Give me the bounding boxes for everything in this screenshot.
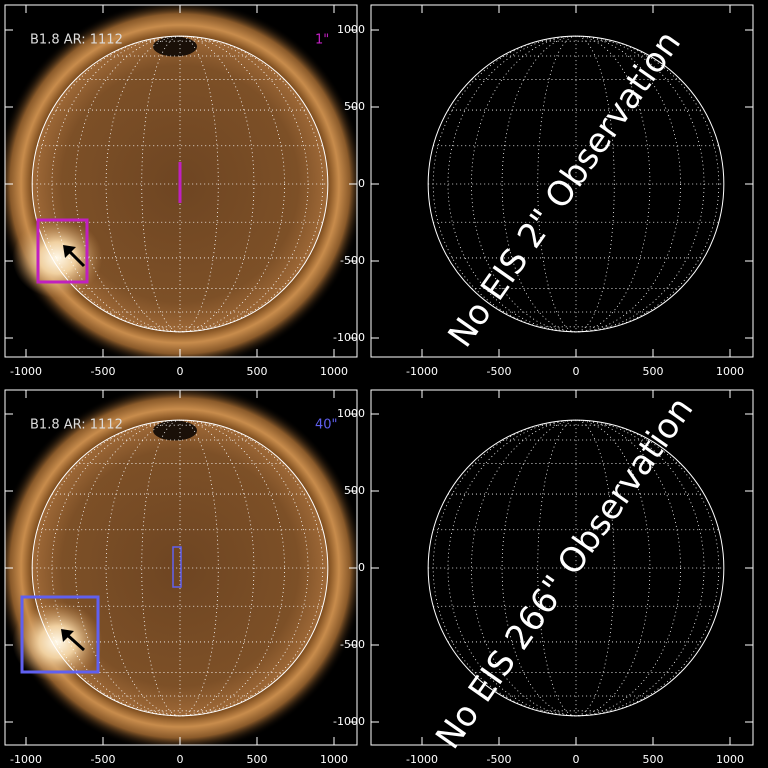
longitude-line (75, 35, 285, 333)
x-tick-label: -500 (487, 365, 512, 378)
panel (427, 35, 725, 333)
x-tick-label: -1000 (406, 753, 438, 766)
slit (172, 546, 182, 588)
x-tick-label: -1000 (10, 753, 42, 766)
raster-box (36, 218, 89, 284)
frame (4, 4, 358, 358)
longitude-line (75, 419, 285, 717)
longitude-line (471, 419, 681, 717)
flare-label: B1.8 AR: 1112 (30, 33, 123, 48)
y-tick-label: 1000 (337, 407, 365, 420)
panel (427, 419, 725, 717)
x-tick-label: 1000 (320, 365, 348, 378)
flare-label: B1.8 AR: 1112 (30, 418, 123, 433)
frame (370, 4, 754, 358)
x-tick-label: 500 (247, 753, 268, 766)
y-tick-label: -500 (340, 254, 365, 267)
y-tick-label: 0 (358, 561, 365, 574)
y-tick-label: 1000 (337, 23, 365, 36)
x-tick-label: -500 (91, 365, 116, 378)
step-label: 1" (315, 33, 329, 48)
panel (5, 390, 357, 745)
y-tick-label: 500 (344, 484, 365, 497)
arrow-head (63, 245, 76, 258)
x-tick-label: 1000 (716, 753, 744, 766)
step-label: 40" (315, 418, 338, 433)
arrow-head (61, 629, 74, 642)
longitude-line (471, 35, 681, 333)
coronal-hole (153, 420, 197, 441)
solar-disk (32, 420, 328, 716)
y-tick-label: 0 (358, 177, 365, 190)
x-tick-label: 500 (643, 365, 664, 378)
x-tick-label: 0 (177, 365, 184, 378)
active-region (12, 217, 103, 298)
x-tick-label: 500 (247, 365, 268, 378)
x-tick-label: 0 (573, 753, 580, 766)
longitude-line (141, 35, 219, 333)
active-region (12, 601, 103, 682)
x-tick-label: -1000 (10, 365, 42, 378)
x-tick-label: 1000 (320, 753, 348, 766)
x-tick-label: 500 (643, 753, 664, 766)
y-tick-label: -1000 (333, 715, 365, 728)
raster-box (20, 595, 100, 674)
x-tick-label: -500 (91, 753, 116, 766)
longitude-line (537, 419, 615, 717)
panel (5, 5, 357, 357)
longitude-line (141, 419, 219, 717)
x-tick-label: 1000 (716, 365, 744, 378)
x-tick-label: -500 (487, 753, 512, 766)
longitude-line (537, 35, 615, 333)
x-tick-label: -1000 (406, 365, 438, 378)
y-tick-label: -500 (340, 638, 365, 651)
y-tick-label: 500 (344, 100, 365, 113)
x-tick-label: 0 (573, 365, 580, 378)
y-tick-label: -1000 (333, 331, 365, 344)
coronal-hole (153, 36, 197, 57)
x-tick-label: 0 (177, 753, 184, 766)
